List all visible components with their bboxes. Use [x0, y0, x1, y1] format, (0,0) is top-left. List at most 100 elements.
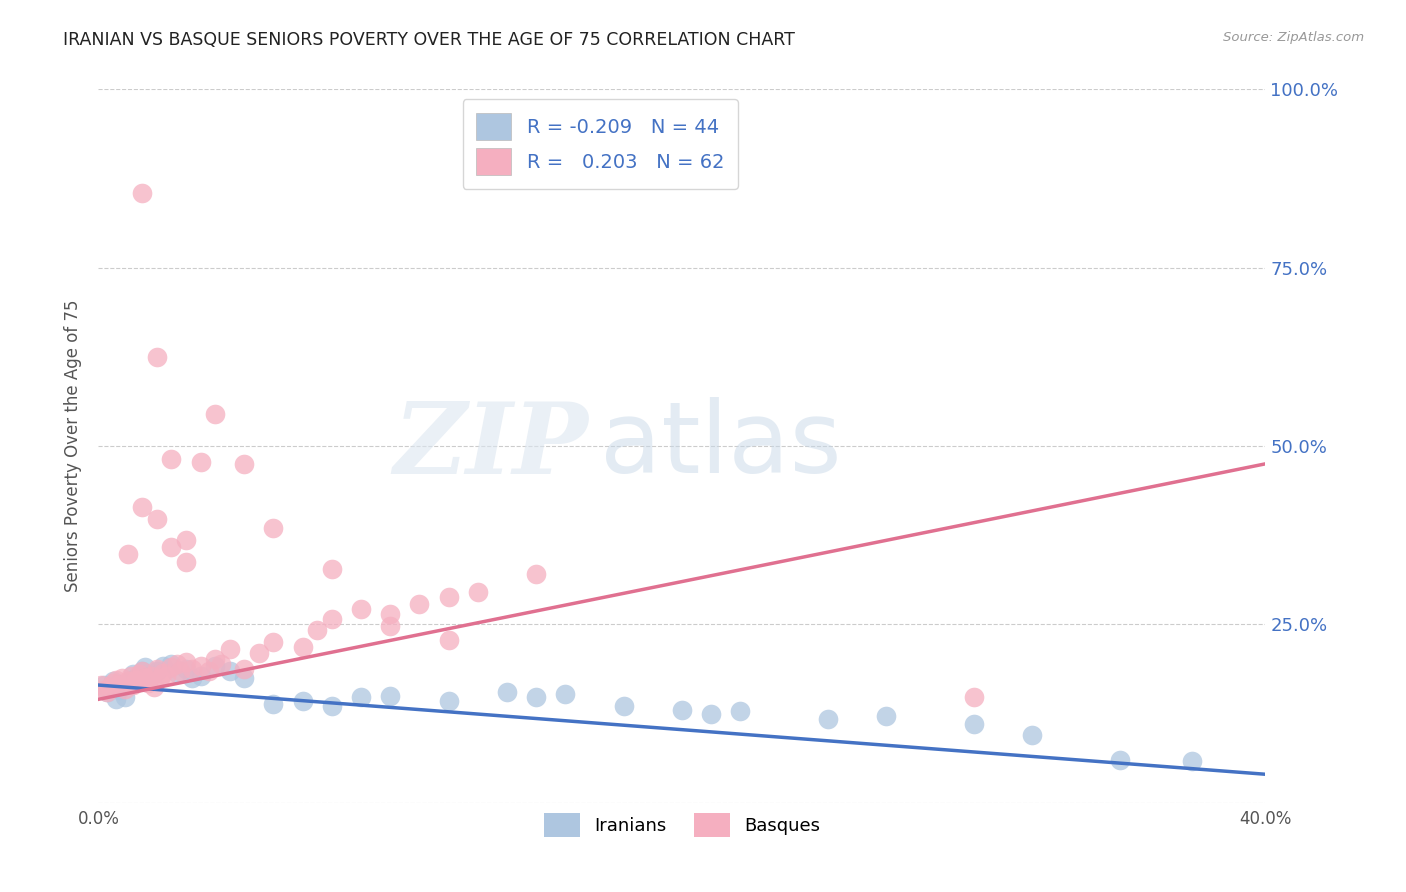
Point: [108, 678, 131, 692]
Point: [875, 708, 897, 723]
Point: [122, 678, 145, 692]
Point: [104, 673, 127, 687]
Point: [149, 671, 172, 685]
Point: [160, 660, 183, 674]
Point: [262, 698, 284, 712]
Point: [262, 635, 284, 649]
Point: [152, 658, 174, 673]
Point: [96, 685, 118, 699]
Point: [190, 658, 212, 673]
Point: [101, 676, 124, 690]
Point: [131, 664, 153, 678]
Point: [96, 685, 118, 699]
Point: [160, 451, 183, 466]
Point: [180, 662, 202, 676]
Point: [190, 669, 212, 683]
Point: [142, 680, 165, 694]
Point: [291, 694, 314, 708]
Point: [114, 690, 136, 705]
Point: [209, 657, 232, 671]
Point: [174, 662, 197, 676]
Point: [139, 669, 162, 683]
Point: [155, 669, 177, 683]
Point: [1181, 755, 1204, 769]
Point: [93, 683, 115, 698]
Point: [198, 664, 221, 678]
Point: [321, 562, 343, 576]
Point: [131, 186, 153, 200]
Point: [146, 662, 169, 676]
Point: [730, 705, 752, 719]
Point: [160, 657, 183, 671]
Y-axis label: Seniors Poverty Over the Age of 75: Seniors Poverty Over the Age of 75: [65, 300, 83, 592]
Point: [204, 651, 226, 665]
Point: [408, 598, 430, 612]
Text: ZIP: ZIP: [394, 398, 589, 494]
Point: [114, 681, 136, 696]
Point: [612, 699, 634, 714]
Point: [104, 692, 127, 706]
Point: [190, 455, 212, 469]
Point: [437, 591, 460, 605]
Point: [90, 678, 112, 692]
Point: [111, 671, 134, 685]
Point: [136, 676, 159, 690]
Point: [233, 671, 256, 685]
Point: [380, 607, 402, 621]
Point: [174, 655, 197, 669]
Point: [120, 669, 142, 683]
Point: [350, 690, 373, 705]
Point: [437, 633, 460, 648]
Point: [131, 500, 153, 514]
Point: [962, 690, 984, 705]
Point: [321, 699, 343, 714]
Point: [128, 667, 150, 681]
Point: [524, 567, 547, 582]
Point: [1108, 753, 1130, 767]
Point: [1021, 728, 1043, 742]
Point: [218, 642, 240, 657]
Point: [350, 601, 373, 615]
Point: [146, 664, 169, 678]
Point: [962, 717, 984, 731]
Point: [307, 623, 329, 637]
Point: [131, 664, 153, 678]
Point: [380, 619, 402, 633]
Point: [125, 671, 148, 685]
Point: [134, 660, 156, 674]
Point: [98, 680, 121, 694]
Point: [152, 665, 174, 680]
Point: [262, 521, 284, 535]
Point: [174, 533, 197, 548]
Text: Source: ZipAtlas.com: Source: ZipAtlas.com: [1223, 31, 1364, 45]
Point: [166, 657, 188, 671]
Point: [111, 680, 134, 694]
Point: [817, 712, 839, 726]
Point: [321, 612, 343, 626]
Point: [554, 687, 576, 701]
Point: [101, 674, 124, 689]
Point: [166, 665, 188, 680]
Point: [160, 541, 183, 555]
Point: [671, 703, 693, 717]
Point: [247, 646, 270, 660]
Point: [380, 689, 402, 703]
Point: [467, 585, 489, 599]
Point: [204, 407, 226, 421]
Point: [169, 664, 191, 678]
Point: [291, 640, 314, 655]
Point: [218, 664, 240, 678]
Point: [117, 676, 139, 690]
Point: [122, 667, 145, 681]
Point: [125, 673, 148, 687]
Point: [174, 555, 197, 569]
Point: [233, 457, 256, 471]
Point: [117, 674, 139, 689]
Point: [700, 706, 723, 721]
Text: atlas: atlas: [600, 398, 842, 494]
Point: [204, 658, 226, 673]
Point: [437, 694, 460, 708]
Point: [146, 350, 169, 364]
Point: [93, 678, 115, 692]
Text: IRANIAN VS BASQUE SENIORS POVERTY OVER THE AGE OF 75 CORRELATION CHART: IRANIAN VS BASQUE SENIORS POVERTY OVER T…: [63, 31, 796, 49]
